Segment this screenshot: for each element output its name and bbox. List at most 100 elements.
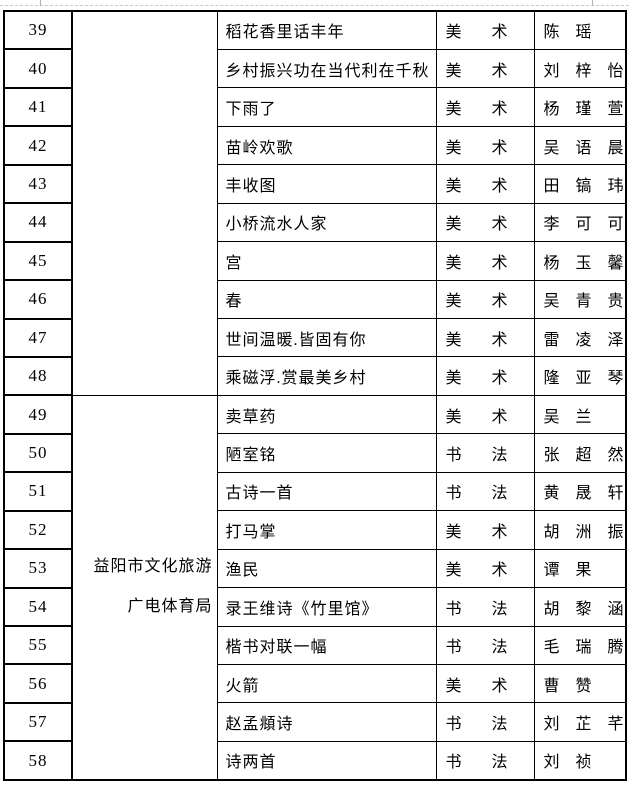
row-number-cell: 50: [3, 432, 73, 474]
row-number-cell: 49: [3, 394, 73, 435]
table-row: 41 下雨了美术杨瑾萱: [3, 86, 627, 128]
row-number-cell: 45: [3, 240, 73, 282]
author-cell: 曹赞: [533, 663, 627, 704]
category-cell: 美术: [435, 10, 535, 50]
category-cell: 美术: [435, 510, 535, 550]
organization-line: 广电体育局: [127, 598, 213, 616]
category-cell: 美术: [435, 164, 535, 204]
artwork-title-cell: 春: [216, 279, 437, 320]
artwork-title-cell: 陋室铭: [216, 433, 437, 473]
artwork-title-cell: 赵孟頫诗: [216, 702, 437, 742]
author-cell: 雷凌泽: [533, 317, 627, 358]
row-number-cell: 43: [3, 163, 73, 205]
margin-tick-left: [40, 0, 41, 6]
author-cell: 吴兰: [533, 394, 627, 435]
row-number-cell: 46: [3, 279, 73, 320]
category-cell: 美术: [435, 548, 535, 589]
author-cell: 胡洲振: [533, 510, 627, 550]
row-number-cell: 58: [3, 740, 73, 781]
category-cell: 美术: [435, 48, 535, 89]
table-row: 39 稻花香里话丰年 美术 陈瑶: [3, 9, 627, 396]
table-body: 39稻花香里话丰年美术陈瑶40乡村振兴功在当代利在千秋美术刘梓怡41下雨了美术杨…: [3, 9, 627, 781]
author-cell: 黄晟轩: [533, 471, 627, 512]
row-number-cell: 54: [3, 586, 73, 628]
author-cell: 陈瑶: [533, 10, 627, 50]
artwork-title-cell: 诗两首: [216, 740, 437, 781]
category-cell: 美术: [435, 356, 535, 396]
artwork-title-cell: 楷书对联一幅: [216, 625, 437, 665]
author-cell: 胡黎涵: [533, 587, 627, 627]
table-row: 47 世间温暖.皆固有你美术雷凌泽: [3, 317, 627, 358]
category-cell: 美术: [435, 663, 535, 704]
category-cell: 书法: [435, 433, 535, 473]
category-cell: 书法: [435, 587, 535, 627]
author-cell: 田镐玮: [533, 164, 627, 204]
table-row: 54 录王维诗《竹里馆》书法胡黎涵: [3, 586, 627, 628]
artwork-title-cell: 乘磁浮.赏最美乡村: [216, 356, 437, 396]
row-number-cell: 56: [3, 663, 73, 704]
page-margin-boundary: [0, 5, 629, 6]
artwork-title-cell: 渔民: [216, 548, 437, 589]
row-number-cell: 47: [3, 317, 73, 358]
row-number-cell: 44: [3, 202, 73, 243]
row-number-cell: 48: [3, 355, 73, 397]
table-row: 56 火箭 美术 曹赞: [3, 663, 627, 704]
category-cell: 书法: [435, 471, 535, 512]
author-cell: 刘梓怡: [533, 48, 627, 89]
artwork-title-cell: 打马掌: [216, 510, 437, 550]
table-row: 55 楷书对联一幅书法毛瑞腾: [3, 624, 627, 666]
category-cell: 美术: [435, 202, 535, 243]
category-cell: 书法: [435, 702, 535, 742]
table-row: 46 春美术吴青贵: [3, 279, 627, 320]
row-number-cell: 42: [3, 125, 73, 166]
row-number-cell: 55: [3, 624, 73, 666]
category-cell: 美术: [435, 279, 535, 320]
category-cell: 美术: [435, 241, 535, 281]
margin-tick-right: [592, 0, 593, 6]
category-cell: 美术: [435, 317, 535, 358]
author-cell: 张超然: [533, 433, 627, 473]
table-row: 48 乘磁浮.赏最美乡村美术隆亚琴: [3, 355, 627, 397]
table-row: 40 乡村振兴功在当代利在千秋美术刘梓怡: [3, 48, 627, 89]
category-cell: 书法: [435, 740, 535, 781]
table-row: 43 丰收图美术田镐玮: [3, 163, 627, 205]
row-number-cell: 53: [3, 548, 73, 589]
artwork-title-cell: 苗岭欢歌: [216, 125, 437, 166]
artwork-title-cell: 卖草药: [216, 394, 437, 435]
artwork-title-cell: 宫: [216, 241, 437, 281]
author-cell: 杨瑾萱: [533, 87, 627, 127]
artwork-title-cell: 录王维诗《竹里馆》: [216, 587, 437, 627]
artwork-title-cell: 丰收图: [216, 164, 437, 204]
artwork-title-cell: 世间温暖.皆固有你: [216, 317, 437, 358]
author-cell: 杨玉馨: [533, 241, 627, 281]
category-cell: 美术: [435, 125, 535, 166]
artwork-title-cell: 下雨了: [216, 87, 437, 127]
artwork-title-cell: 稻花香里话丰年: [216, 10, 437, 50]
row-number-cell: 41: [3, 86, 73, 128]
artwork-title-cell: 古诗一首: [216, 471, 437, 512]
author-cell: 吴语晨: [533, 125, 627, 166]
category-cell: 书法: [435, 625, 535, 665]
author-cell: 李可可: [533, 202, 627, 243]
row-number-cell: 52: [3, 509, 73, 551]
row-number-cell: 39: [3, 9, 73, 51]
artwork-title-cell: 火箭: [216, 663, 437, 704]
author-cell: 隆亚琴: [533, 356, 627, 396]
author-cell: 吴青贵: [533, 279, 627, 320]
organization-line: 益阳市文化旅游: [93, 558, 213, 576]
row-number-cell: 51: [3, 471, 73, 512]
category-cell: 美术: [435, 394, 535, 435]
award-entries-table: 39稻花香里话丰年美术陈瑶40乡村振兴功在当代利在千秋美术刘梓怡41下雨了美术杨…: [3, 9, 627, 781]
artwork-title-cell: 小桥流水人家: [216, 202, 437, 243]
table-row: 52 打马掌美术胡洲振: [3, 509, 627, 551]
table-row: 42 苗岭欢歌美术吴语晨: [3, 125, 627, 166]
author-cell: 毛瑞腾: [533, 625, 627, 665]
artwork-title-cell: 乡村振兴功在当代利在千秋: [216, 48, 437, 89]
author-cell: 谭果: [533, 548, 627, 589]
table-row: 49 益阳市文化旅游 广电体育局 卖草药 美术 吴兰: [3, 394, 627, 781]
table-row: 58 诗两首 书法 刘祯: [3, 740, 627, 781]
row-number-cell: 57: [3, 701, 73, 743]
table-row: 45 宫美术杨玉馨: [3, 240, 627, 282]
author-cell: 刘祯: [533, 740, 627, 781]
